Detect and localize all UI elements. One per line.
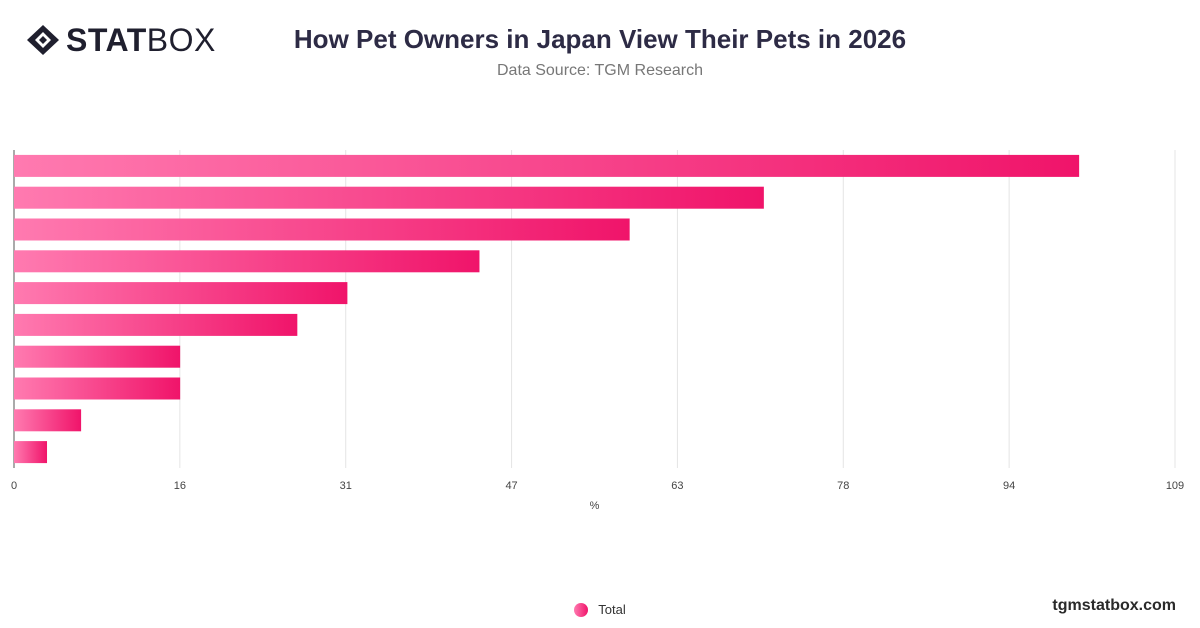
x-axis-ticks: 0 16 31 47 63 78 94 109: [11, 480, 1184, 492]
site-watermark: tgmstatbox.com: [1052, 597, 1176, 614]
bar-5[interactable]: [14, 282, 348, 305]
bar-2[interactable]: [14, 186, 764, 209]
bar-series-total: [14, 154, 1080, 464]
x-tick-label: 63: [671, 480, 683, 492]
bar-4[interactable]: [14, 250, 480, 273]
bar-6[interactable]: [14, 313, 298, 336]
logo-text-bold: STAT: [66, 22, 147, 58]
chart-legend: Total: [0, 602, 1200, 617]
chart-subtitle: Data Source: TGM Research: [496, 62, 703, 79]
logo-wordmark: STATBOX: [66, 24, 216, 56]
x-tick-label: 16: [174, 480, 186, 492]
logo-text-light: BOX: [146, 22, 216, 58]
bar-9[interactable]: [14, 409, 82, 432]
x-tick-label: 109: [1166, 480, 1184, 492]
x-tick-label: 47: [505, 480, 517, 492]
x-tick-label: 31: [340, 480, 352, 492]
diamond-logo-icon: [27, 25, 59, 55]
bar-3[interactable]: [14, 218, 630, 241]
x-tick-label: 78: [837, 480, 849, 492]
x-tick-label: 0: [11, 480, 17, 492]
bar-7[interactable]: [14, 345, 181, 368]
legend-label-total[interactable]: Total: [598, 602, 626, 617]
x-axis-label: %: [590, 500, 600, 512]
bar-8[interactable]: [14, 377, 181, 400]
statbox-logo: STATBOX: [26, 24, 216, 56]
chart-title: How Pet Owners in Japan View Their Pets …: [293, 24, 907, 54]
x-tick-label: 94: [1003, 480, 1015, 492]
bar-1[interactable]: [14, 154, 1080, 177]
bar-10[interactable]: [14, 441, 48, 464]
legend-marker-total[interactable]: [574, 602, 589, 617]
